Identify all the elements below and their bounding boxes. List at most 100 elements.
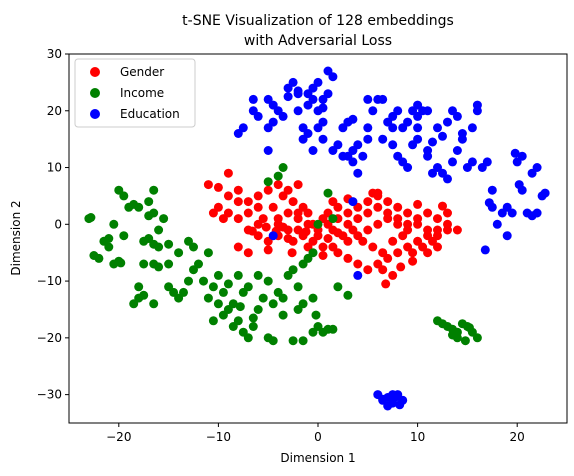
point-gender-11 [288,197,298,207]
point-income-65 [278,293,288,303]
point-income-99 [323,188,333,198]
y-tick-label: 20 [47,104,62,118]
point-gender-125 [283,234,293,243]
point-income-96 [273,171,283,181]
point-income-76 [288,336,298,346]
point-education-3 [253,111,263,121]
point-education-1 [238,123,248,133]
point-education-110 [348,114,358,124]
point-education-38 [358,151,368,161]
point-gender-108 [396,262,406,272]
point-income-92 [228,322,238,331]
point-gender-5 [253,202,263,212]
point-gender-122 [328,197,338,207]
plot-area-frame [68,53,568,424]
point-income-2 [94,253,104,263]
point-education-124 [395,400,405,410]
point-income-53 [228,299,238,309]
point-income-82 [333,282,343,292]
point-education-95 [423,146,433,155]
point-education-102 [403,117,413,127]
point-income-17 [149,185,159,195]
point-income-61 [263,276,273,286]
point-gender-86 [452,225,462,235]
point-income-63 [268,336,278,346]
point-income-67 [288,265,298,275]
point-gender-113 [368,188,378,198]
point-gender-31 [233,197,243,207]
point-education-51 [403,163,413,172]
point-income-73 [308,248,318,258]
point-education-25 [323,89,333,99]
point-income-27 [144,197,154,207]
point-income-25 [159,214,169,224]
point-gender-115 [438,201,447,211]
point-gender-71 [353,259,363,269]
point-education-78 [507,208,517,218]
point-gender-6 [263,185,273,195]
y-axis-label: Dimension 2 [9,200,23,275]
point-gender-123 [218,214,228,224]
point-income-48 [213,270,223,280]
point-gender-34 [303,219,313,229]
point-gender-114 [413,199,423,209]
point-income-50 [208,316,218,326]
y-tick-label: −30 [37,388,62,402]
point-education-121 [383,401,393,411]
point-education-125 [391,392,401,402]
point-gender-72 [343,253,353,263]
point-gender-3 [233,185,243,195]
point-income-74 [308,293,318,303]
point-education-6 [263,146,273,155]
point-gender-27 [233,214,243,224]
point-gender-78 [373,219,383,229]
point-gender-99 [378,248,388,258]
point-income-91 [248,313,258,323]
point-gender-82 [413,219,423,229]
x-tick-label: −10 [206,430,231,444]
point-income-26 [149,208,159,218]
point-gender-32 [243,208,253,218]
point-income-100 [328,214,338,224]
point-income-94 [311,310,321,320]
point-education-64 [452,146,462,155]
point-income-70 [298,299,308,309]
point-education-11 [278,111,288,121]
point-education-90 [452,111,462,121]
point-education-96 [428,137,437,147]
point-education-42 [363,94,373,104]
point-gender-92 [393,214,403,224]
legend-frame [74,58,196,128]
point-education-88 [433,123,442,133]
point-education-114 [353,270,363,280]
point-income-84 [253,270,263,280]
point-income-75 [298,336,308,346]
point-gender-56 [383,197,393,207]
point-gender-119 [313,231,323,241]
point-gender-45 [233,242,243,252]
point-education-92 [467,157,477,167]
point-gender-110 [423,248,433,258]
point-education-67 [467,123,477,133]
point-gender-57 [393,202,403,212]
point-education-63 [448,157,457,167]
point-income-24 [154,225,164,235]
point-gender-61 [433,214,442,224]
point-gender-70 [363,265,373,275]
point-income-57 [243,333,253,343]
point-education-29 [313,123,323,133]
point-gender-60 [423,208,433,218]
point-gender-107 [388,270,398,280]
point-income-85 [243,282,253,292]
point-gender-118 [323,234,333,243]
point-income-11 [109,259,119,269]
point-gender-48 [273,219,283,229]
point-income-90 [278,310,288,320]
point-gender-102 [408,248,418,258]
point-education-73 [487,185,497,195]
point-income-83 [343,290,353,300]
legend-marker-education [90,109,100,119]
points-layer [84,66,550,411]
point-education-104 [293,86,303,96]
